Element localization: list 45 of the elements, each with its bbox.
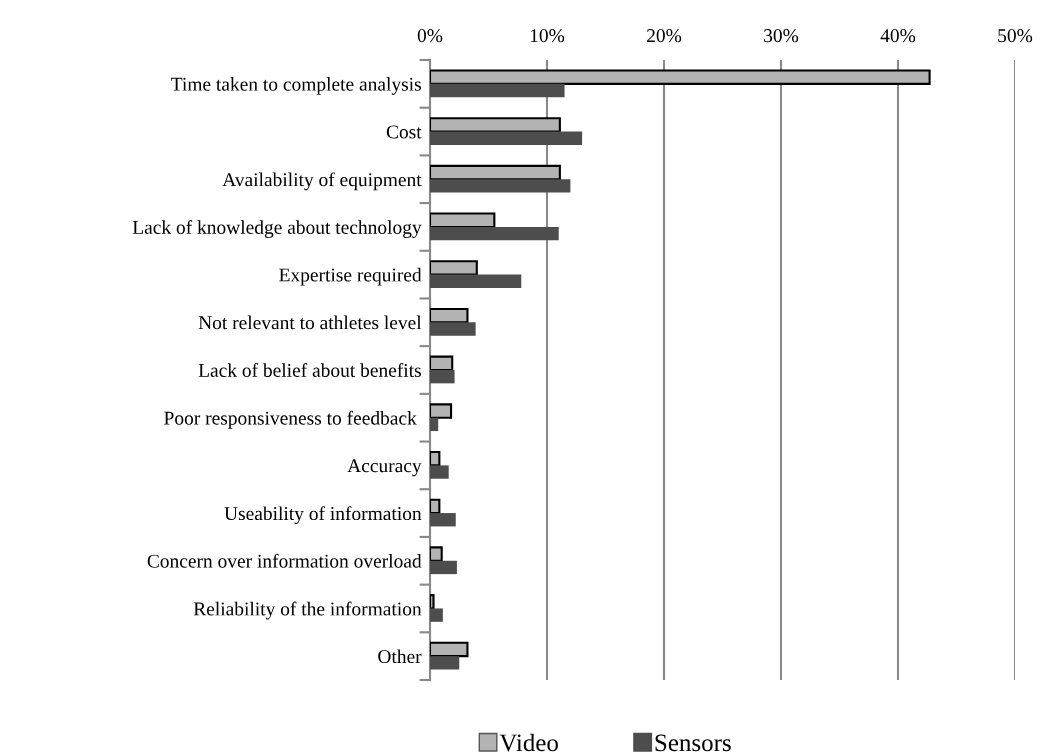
bar — [430, 355, 454, 372]
bar — [430, 83, 565, 98]
y-tick-label: Accuracy — [347, 459, 422, 477]
bar — [430, 69, 931, 85]
bar — [430, 641, 469, 658]
x-tick-label: 40% — [880, 29, 916, 43]
y-tick-label: Other — [378, 649, 422, 664]
bar — [430, 560, 457, 575]
y-tick-label: Expertise required — [279, 267, 422, 286]
bar — [430, 226, 559, 241]
legend-label: Video — [499, 733, 558, 752]
y-tick-label: Availability of equipment — [222, 172, 422, 191]
bar — [430, 594, 435, 610]
x-tick-label: 0% — [417, 29, 443, 43]
x-tick-label: 30% — [764, 29, 799, 43]
y-tick-label: Lack of knowledge about technology — [132, 220, 422, 238]
y-tick-label: Useability of information — [224, 506, 422, 525]
bar — [430, 274, 522, 288]
x-tick-label: 10% — [530, 29, 565, 43]
bar — [430, 513, 456, 527]
y-tick-label: Lack of belief about benefits — [198, 363, 421, 377]
y-tick-label: Concern over information overload — [147, 553, 422, 568]
bar — [430, 131, 583, 145]
bar — [430, 546, 443, 562]
y-tick-label: Reliability of the information — [193, 601, 422, 620]
bar — [430, 212, 496, 228]
bar — [430, 417, 439, 432]
x-tick-label: 50% — [998, 29, 1033, 43]
bar — [430, 656, 460, 670]
y-tick-label: Poor responsiveness to feedback — [164, 410, 417, 429]
y-tick-label: Time taken to complete analysis — [171, 77, 421, 95]
bar — [430, 370, 455, 384]
bar — [430, 465, 449, 479]
bar — [430, 164, 561, 181]
legend-label: Sensors — [655, 734, 731, 752]
bar — [430, 403, 453, 419]
y-tick-label: Cost — [386, 125, 422, 139]
bar — [430, 117, 561, 133]
bar — [430, 322, 476, 336]
bar — [430, 260, 478, 276]
bar — [430, 608, 443, 622]
y-tick-label: Not relevant to athletes level — [198, 315, 422, 330]
bar — [430, 179, 571, 193]
x-tick-label: 20% — [647, 29, 682, 43]
bar — [430, 307, 469, 324]
